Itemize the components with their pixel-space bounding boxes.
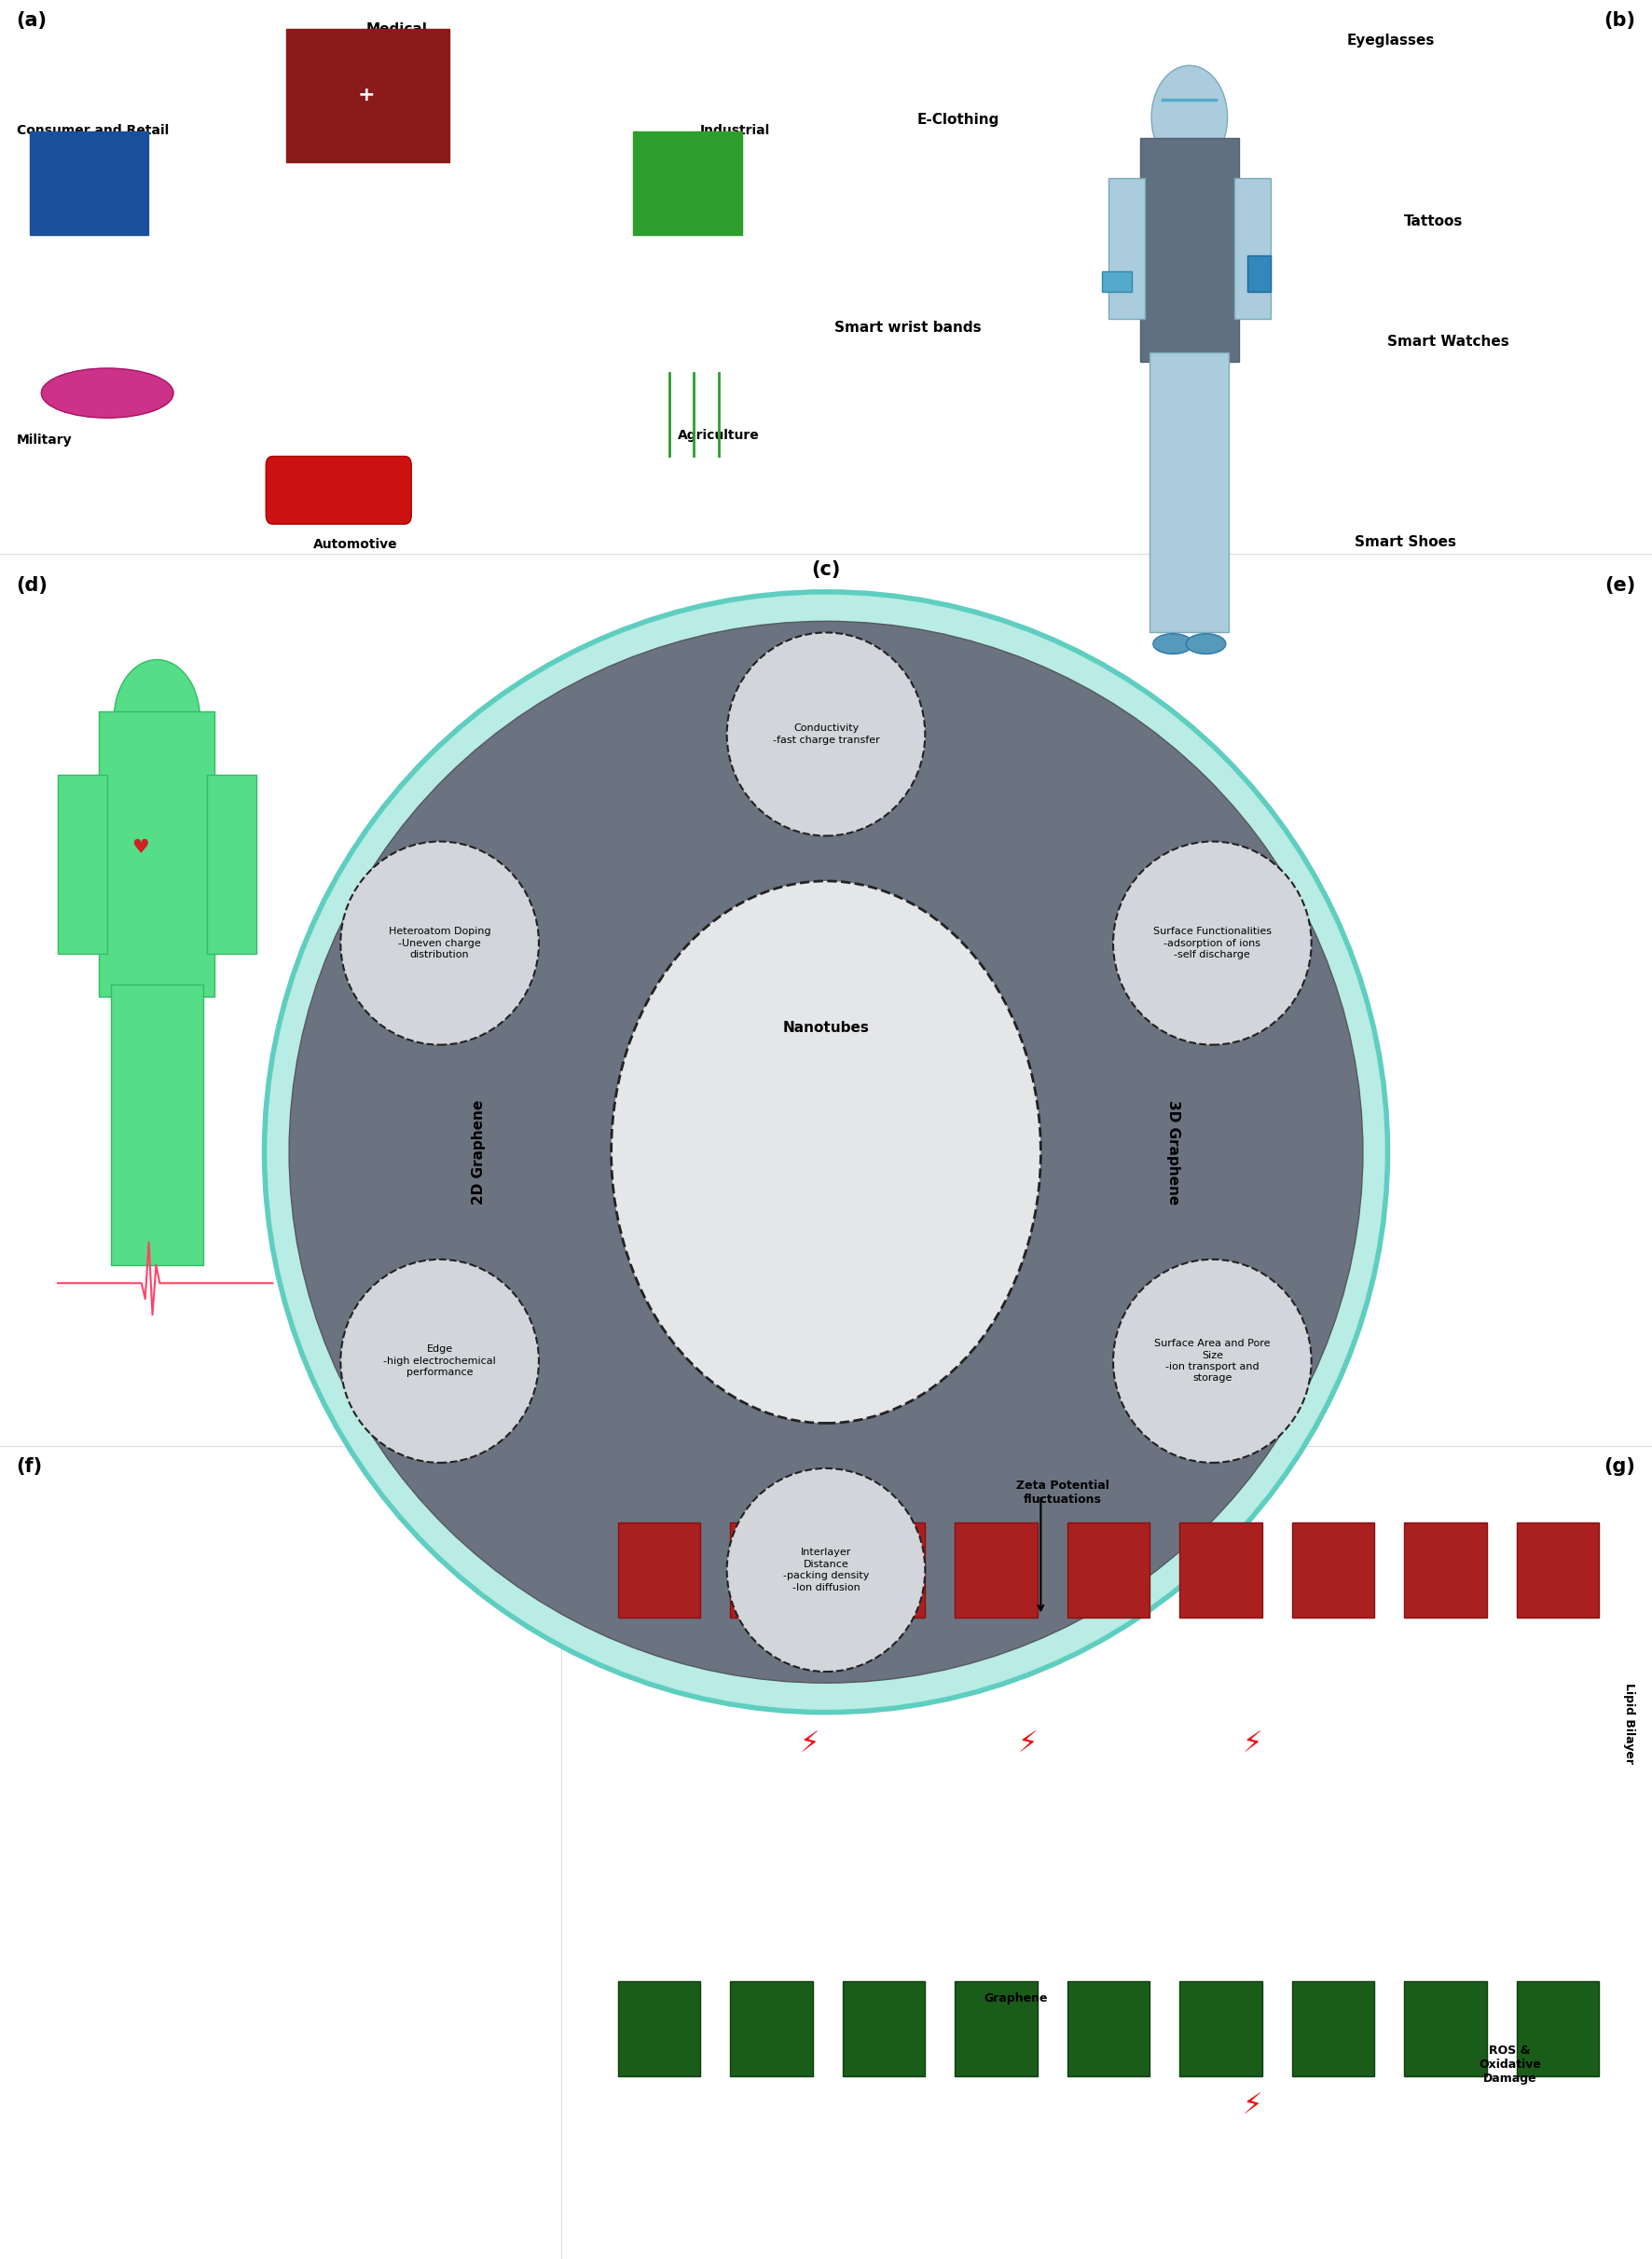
Circle shape (114, 660, 200, 777)
FancyBboxPatch shape (1102, 271, 1132, 291)
Text: E-Clothing: E-Clothing (917, 113, 999, 127)
Ellipse shape (1186, 633, 1226, 655)
Text: Eyeglasses: Eyeglasses (1346, 34, 1434, 47)
Text: Zeta Potential
fluctuations: Zeta Potential fluctuations (1016, 1480, 1108, 1507)
Text: Industrial: Industrial (700, 124, 770, 138)
FancyBboxPatch shape (1067, 1981, 1150, 2076)
FancyBboxPatch shape (206, 775, 256, 953)
Text: Agriculture: Agriculture (677, 429, 760, 443)
Ellipse shape (727, 633, 925, 836)
FancyBboxPatch shape (266, 456, 411, 524)
FancyBboxPatch shape (286, 29, 449, 163)
Text: (c): (c) (811, 560, 841, 578)
FancyBboxPatch shape (730, 1523, 813, 1617)
Text: Medical: Medical (365, 23, 428, 36)
Text: Smart Watches: Smart Watches (1388, 334, 1510, 348)
Ellipse shape (1113, 1258, 1312, 1464)
FancyBboxPatch shape (99, 712, 215, 996)
Ellipse shape (1153, 633, 1193, 655)
Text: ⚡: ⚡ (1018, 1730, 1037, 1758)
Text: Heteroatom Doping
-Uneven charge
distribution: Heteroatom Doping -Uneven charge distrib… (388, 926, 491, 960)
FancyBboxPatch shape (1067, 1523, 1150, 1617)
Text: ⚡: ⚡ (1242, 2092, 1262, 2119)
FancyBboxPatch shape (1150, 352, 1229, 633)
FancyBboxPatch shape (1180, 1981, 1262, 2076)
FancyBboxPatch shape (618, 1523, 700, 1617)
FancyBboxPatch shape (1234, 178, 1270, 319)
Text: 2D Graphene: 2D Graphene (472, 1100, 486, 1204)
FancyBboxPatch shape (1292, 1523, 1374, 1617)
Text: (a): (a) (17, 11, 48, 29)
FancyBboxPatch shape (58, 775, 107, 953)
FancyBboxPatch shape (1108, 178, 1145, 319)
Text: Military: Military (17, 434, 73, 447)
FancyBboxPatch shape (1404, 1523, 1487, 1617)
FancyBboxPatch shape (1180, 1523, 1262, 1617)
Text: +: + (358, 86, 375, 104)
FancyBboxPatch shape (618, 1981, 700, 2076)
Text: Surface Functionalities
-adsorption of ions
-self discharge: Surface Functionalities -adsorption of i… (1153, 926, 1272, 960)
FancyBboxPatch shape (843, 1523, 925, 1617)
Text: Interlayer
Distance
-packing density
-Ion diffusion: Interlayer Distance -packing density -Io… (783, 1547, 869, 1593)
Ellipse shape (289, 621, 1363, 1683)
Text: Automotive: Automotive (312, 538, 398, 551)
Ellipse shape (611, 881, 1041, 1423)
FancyBboxPatch shape (1404, 1981, 1487, 2076)
Circle shape (1151, 66, 1227, 169)
Ellipse shape (340, 840, 539, 1044)
Text: Consumer and Retail: Consumer and Retail (17, 124, 169, 138)
Text: Lipid Bilayer: Lipid Bilayer (1624, 1683, 1635, 1764)
Text: Smart Shoes: Smart Shoes (1355, 535, 1457, 549)
Text: (b): (b) (1604, 11, 1635, 29)
Text: ⚡: ⚡ (1242, 1730, 1262, 1758)
FancyBboxPatch shape (843, 1981, 925, 2076)
Text: ♥: ♥ (132, 838, 149, 856)
FancyBboxPatch shape (955, 1523, 1037, 1617)
Text: (d): (d) (17, 576, 48, 594)
Text: Conductivity
-fast charge transfer: Conductivity -fast charge transfer (773, 723, 879, 745)
Text: (f): (f) (17, 1457, 43, 1475)
FancyBboxPatch shape (955, 1981, 1037, 2076)
Text: (g): (g) (1604, 1457, 1635, 1475)
FancyBboxPatch shape (1517, 1981, 1599, 2076)
Ellipse shape (41, 368, 173, 418)
Ellipse shape (264, 592, 1388, 1712)
Text: 3D Graphene: 3D Graphene (1166, 1100, 1180, 1204)
FancyBboxPatch shape (730, 1981, 813, 2076)
Text: (e): (e) (1604, 576, 1635, 594)
FancyBboxPatch shape (1292, 1981, 1374, 2076)
FancyBboxPatch shape (1247, 255, 1270, 291)
Text: Nanotubes: Nanotubes (783, 1021, 869, 1035)
Text: Surface Area and Pore
Size
-ion transport and
storage: Surface Area and Pore Size -ion transpor… (1155, 1340, 1270, 1383)
FancyBboxPatch shape (1140, 138, 1239, 361)
FancyBboxPatch shape (1517, 1523, 1599, 1617)
Ellipse shape (1113, 840, 1312, 1044)
Text: ⚡: ⚡ (800, 1730, 819, 1758)
Ellipse shape (340, 1258, 539, 1464)
Text: Graphene: Graphene (985, 1992, 1047, 2004)
FancyBboxPatch shape (111, 985, 203, 1265)
Text: Tattoos: Tattoos (1404, 215, 1464, 228)
Text: Smart wrist bands: Smart wrist bands (834, 321, 981, 334)
FancyBboxPatch shape (30, 131, 149, 235)
FancyBboxPatch shape (633, 131, 742, 235)
Ellipse shape (727, 1468, 925, 1672)
Text: Edge
-high electrochemical
performance: Edge -high electrochemical performance (383, 1344, 496, 1378)
Text: ROS &
Oxidative
Damage: ROS & Oxidative Damage (1479, 2044, 1541, 2085)
